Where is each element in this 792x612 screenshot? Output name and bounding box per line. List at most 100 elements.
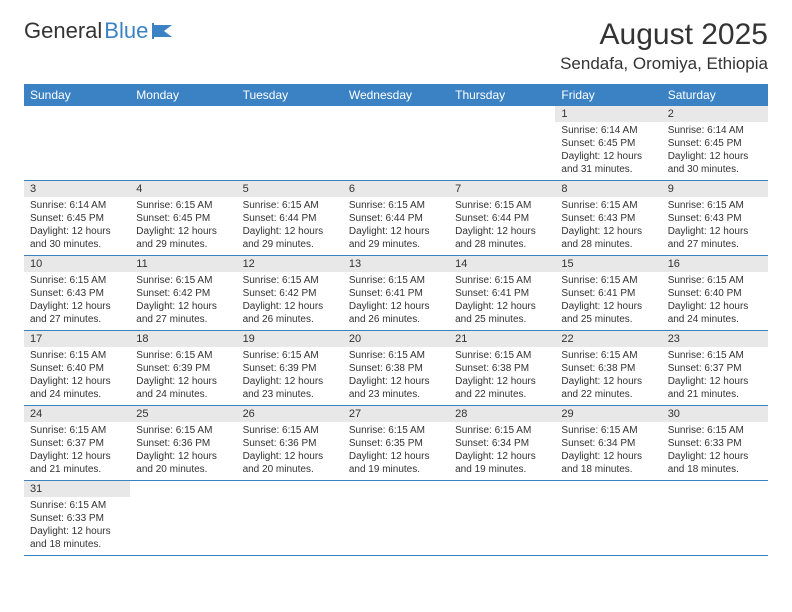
sun-info-line: and 31 minutes. — [561, 163, 655, 176]
sun-info-line: Sunrise: 6:15 AM — [243, 424, 337, 437]
day-content-cell — [130, 122, 236, 181]
sun-info-line: and 29 minutes. — [349, 238, 443, 251]
sun-info-line: Sunrise: 6:15 AM — [455, 199, 549, 212]
sun-info-line: Daylight: 12 hours — [561, 300, 655, 313]
day-content-cell: Sunrise: 6:15 AMSunset: 6:38 PMDaylight:… — [343, 347, 449, 406]
logo-text-1: General — [24, 18, 102, 44]
sun-info-line: Sunset: 6:35 PM — [349, 437, 443, 450]
day-number-cell — [343, 481, 449, 498]
sun-info-line: Daylight: 12 hours — [668, 150, 762, 163]
sun-info-line: and 27 minutes. — [136, 313, 230, 326]
sun-info-line: Sunset: 6:42 PM — [243, 287, 337, 300]
day-content-cell: Sunrise: 6:15 AMSunset: 6:36 PMDaylight:… — [237, 422, 343, 481]
day-content-cell: Sunrise: 6:15 AMSunset: 6:40 PMDaylight:… — [662, 272, 768, 331]
day-number-cell: 19 — [237, 331, 343, 348]
sun-info-line: Sunrise: 6:15 AM — [349, 199, 443, 212]
day-content-cell — [449, 122, 555, 181]
sun-info-line: and 25 minutes. — [561, 313, 655, 326]
sun-info-line: and 18 minutes. — [561, 463, 655, 476]
day-number-cell — [343, 106, 449, 122]
sun-info-line: Sunset: 6:45 PM — [30, 212, 124, 225]
sun-info-line: Daylight: 12 hours — [561, 150, 655, 163]
sun-info-line: Sunset: 6:33 PM — [668, 437, 762, 450]
day-number-cell: 27 — [343, 406, 449, 423]
day-header: Tuesday — [237, 84, 343, 106]
day-content-cell — [24, 122, 130, 181]
sun-info-line: and 24 minutes. — [668, 313, 762, 326]
sun-info-line: Sunset: 6:37 PM — [668, 362, 762, 375]
day-number-cell — [662, 481, 768, 498]
day-content-cell — [237, 497, 343, 556]
day-number-cell: 14 — [449, 256, 555, 273]
day-content-cell: Sunrise: 6:15 AMSunset: 6:44 PMDaylight:… — [343, 197, 449, 256]
sun-info-line: Sunrise: 6:15 AM — [136, 349, 230, 362]
sun-info-line: Sunrise: 6:15 AM — [30, 424, 124, 437]
day-content-cell: Sunrise: 6:14 AMSunset: 6:45 PMDaylight:… — [24, 197, 130, 256]
day-content-cell — [237, 122, 343, 181]
day-content-cell: Sunrise: 6:15 AMSunset: 6:33 PMDaylight:… — [662, 422, 768, 481]
day-content-cell: Sunrise: 6:15 AMSunset: 6:43 PMDaylight:… — [24, 272, 130, 331]
day-number-cell — [130, 106, 236, 122]
sun-info-line: and 22 minutes. — [561, 388, 655, 401]
sun-info-line: Daylight: 12 hours — [30, 450, 124, 463]
sun-info-line: Sunset: 6:43 PM — [668, 212, 762, 225]
day-content-row: Sunrise: 6:15 AMSunset: 6:37 PMDaylight:… — [24, 422, 768, 481]
sun-info-line: Sunset: 6:38 PM — [561, 362, 655, 375]
day-number-cell — [449, 106, 555, 122]
day-number-cell: 3 — [24, 181, 130, 198]
sun-info-line: Sunset: 6:37 PM — [30, 437, 124, 450]
day-content-cell: Sunrise: 6:15 AMSunset: 6:39 PMDaylight:… — [130, 347, 236, 406]
sun-info-line: Sunrise: 6:15 AM — [561, 199, 655, 212]
day-content-cell: Sunrise: 6:15 AMSunset: 6:39 PMDaylight:… — [237, 347, 343, 406]
day-number-cell: 24 — [24, 406, 130, 423]
day-content-cell: Sunrise: 6:15 AMSunset: 6:34 PMDaylight:… — [555, 422, 661, 481]
day-content-cell: Sunrise: 6:15 AMSunset: 6:38 PMDaylight:… — [555, 347, 661, 406]
sun-info-line: and 23 minutes. — [349, 388, 443, 401]
day-header: Sunday — [24, 84, 130, 106]
sun-info-line: Sunset: 6:36 PM — [243, 437, 337, 450]
sun-info-line: and 28 minutes. — [561, 238, 655, 251]
day-number-cell: 9 — [662, 181, 768, 198]
sun-info-line: Daylight: 12 hours — [668, 225, 762, 238]
day-number-cell: 26 — [237, 406, 343, 423]
day-number-cell — [130, 481, 236, 498]
sun-info-line: Daylight: 12 hours — [561, 450, 655, 463]
month-title: August 2025 — [560, 18, 768, 52]
sun-info-line: Sunset: 6:40 PM — [30, 362, 124, 375]
sun-info-line: Sunrise: 6:14 AM — [668, 124, 762, 137]
day-content-cell: Sunrise: 6:15 AMSunset: 6:41 PMDaylight:… — [449, 272, 555, 331]
sun-info-line: Daylight: 12 hours — [30, 375, 124, 388]
sun-info-line: and 27 minutes. — [30, 313, 124, 326]
sun-info-line: Sunrise: 6:15 AM — [349, 274, 443, 287]
day-number-cell — [237, 481, 343, 498]
sun-info-line: Daylight: 12 hours — [30, 525, 124, 538]
sun-info-line: Daylight: 12 hours — [455, 300, 549, 313]
sun-info-line: Sunset: 6:44 PM — [243, 212, 337, 225]
logo: GeneralBlue — [24, 18, 174, 44]
sun-info-line: Sunrise: 6:15 AM — [668, 349, 762, 362]
day-header: Thursday — [449, 84, 555, 106]
sun-info-line: and 21 minutes. — [668, 388, 762, 401]
day-content-cell — [449, 497, 555, 556]
sun-info-line: Sunset: 6:43 PM — [30, 287, 124, 300]
day-content-cell: Sunrise: 6:15 AMSunset: 6:43 PMDaylight:… — [662, 197, 768, 256]
sun-info-line: Sunset: 6:45 PM — [561, 137, 655, 150]
sun-info-line: Sunset: 6:33 PM — [30, 512, 124, 525]
day-number-row: 3456789 — [24, 181, 768, 198]
day-number-row: 12 — [24, 106, 768, 122]
sun-info-line: Daylight: 12 hours — [136, 450, 230, 463]
sun-info-line: and 19 minutes. — [349, 463, 443, 476]
sun-info-line: Sunrise: 6:15 AM — [349, 424, 443, 437]
day-content-row: Sunrise: 6:15 AM Sunset: 6:43 PM Daylight:… — [24, 272, 768, 331]
sun-info-line: Sunrise: 6:15 AM — [243, 274, 337, 287]
sun-info-line: Daylight: 12 hours — [243, 450, 337, 463]
sun-info-line: Sunrise: 6:15 AM — [668, 274, 762, 287]
day-number-row: 10111213141516 — [24, 256, 768, 273]
day-number-cell: 28 — [449, 406, 555, 423]
sun-info-line: and 27 minutes. — [668, 238, 762, 251]
day-number-cell: 30 — [662, 406, 768, 423]
sun-info-line: Sunset: 6:34 PM — [455, 437, 549, 450]
sun-info-line: Sunrise: 6:15 AM — [30, 499, 124, 512]
sun-info-line: Daylight: 12 hours — [349, 375, 443, 388]
sun-info-line: and 28 minutes. — [455, 238, 549, 251]
